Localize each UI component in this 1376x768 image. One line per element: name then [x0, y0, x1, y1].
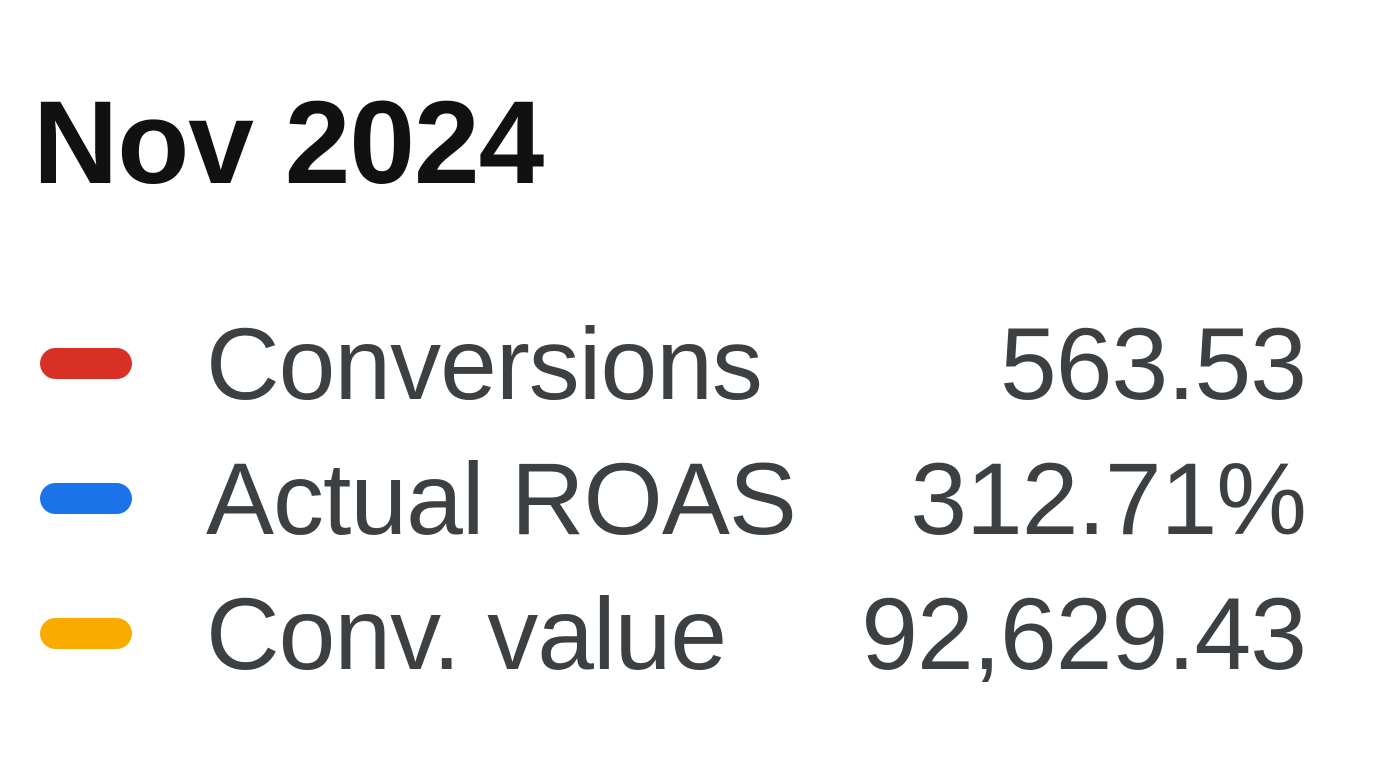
legend-row-conversions: Conversions 563.53: [40, 296, 1307, 431]
legend-rows: Conversions 563.53 Actual ROAS 312.71% C…: [40, 296, 1307, 701]
series-label-actual-roas: Actual ROAS: [206, 441, 797, 556]
series-value-conversions: 563.53: [1000, 306, 1307, 421]
legend-row-conv-value: Conv. value 92,629.43: [40, 566, 1307, 701]
tooltip-title: Nov 2024: [33, 77, 544, 209]
conversions-color-swatch-icon: [40, 348, 132, 379]
actual-roas-color-swatch-icon: [40, 483, 132, 514]
series-label-conversions: Conversions: [206, 306, 763, 421]
series-value-actual-roas: 312.71%: [910, 441, 1307, 556]
conv-value-color-swatch-icon: [40, 618, 132, 649]
series-value-conv-value: 92,629.43: [861, 576, 1307, 691]
legend-row-actual-roas: Actual ROAS 312.71%: [40, 431, 1307, 566]
series-label-conv-value: Conv. value: [206, 576, 727, 691]
